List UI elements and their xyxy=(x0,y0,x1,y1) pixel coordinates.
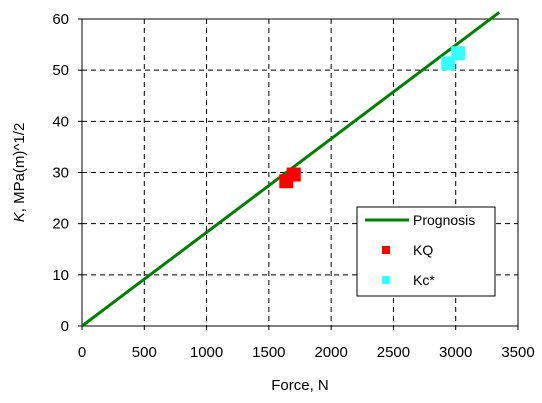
y-axis-title: K, MPa(m)^1/2 xyxy=(11,123,28,223)
x-tick-label: 1000 xyxy=(190,344,223,361)
x-tick-label: 2000 xyxy=(314,344,347,361)
series-markers xyxy=(279,46,466,189)
legend-label: Kc* xyxy=(413,272,435,288)
kc-marker xyxy=(451,46,466,61)
y-axis-title-units: , MPa(m)^1/2 xyxy=(11,123,28,213)
x-tick-label: 2500 xyxy=(377,344,410,361)
x-tick-label: 3000 xyxy=(439,344,472,361)
y-tick-label: 20 xyxy=(52,216,69,233)
legend-label: Prognosis xyxy=(413,212,475,228)
y-tick-label: 10 xyxy=(52,267,69,284)
x-tick-label: 3500 xyxy=(501,344,534,361)
x-tick-label: 1500 xyxy=(252,344,285,361)
y-axis-ticks: 0 10 20 30 40 50 60 xyxy=(52,11,82,335)
x-axis-ticks: 0 500 1000 1500 2000 2500 3000 3500 xyxy=(78,326,535,361)
x-tick-label: 500 xyxy=(132,344,157,361)
y-tick-label: 40 xyxy=(52,113,69,130)
y-tick-label: 50 xyxy=(52,62,69,79)
x-axis-title: Force, N xyxy=(271,377,329,394)
legend-marker-swatch xyxy=(382,246,390,254)
y-tick-label: 60 xyxy=(52,11,69,28)
x-tick-label: 0 xyxy=(78,344,86,361)
y-tick-label: 30 xyxy=(52,165,69,182)
legend: Prognosis KQ Kc* xyxy=(356,206,496,297)
y-axis-title-symbol: K xyxy=(11,211,28,222)
legend-label: KQ xyxy=(413,242,433,258)
legend-marker-swatch xyxy=(382,276,390,284)
legend-box xyxy=(356,206,496,297)
kq-marker xyxy=(286,167,301,182)
y-tick-label: 0 xyxy=(61,318,69,335)
